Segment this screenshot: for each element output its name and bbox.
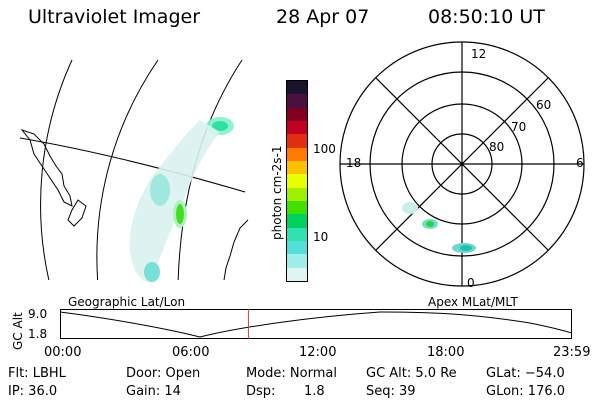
colorbar-tick-100: 100 (313, 142, 336, 156)
status-glat: GLat: −54.0 (486, 366, 565, 381)
colorbar-stripe (287, 214, 307, 228)
colorbar (286, 80, 308, 282)
mlt-label-6: 6 (576, 156, 584, 170)
timeline-y-tick-high: 9.0 (28, 307, 48, 321)
x-tick-0600: 06:00 (172, 345, 210, 360)
colorbar-stripe (287, 200, 307, 215)
mlat-label-70: 70 (511, 120, 527, 134)
mlt-label-0: 0 (467, 276, 475, 290)
mlt-label-18: 18 (346, 156, 362, 170)
timeline-y-tick-low: 1.8 (28, 327, 48, 341)
altitude-timeline (59, 309, 573, 339)
app-title: Ultraviolet Imager (28, 6, 201, 28)
status-glon: GLon: 176.0 (486, 384, 566, 399)
meridian-line (40, 59, 73, 280)
aurora-emission (129, 117, 234, 282)
status-filter: Flt: LBHL (8, 366, 66, 381)
colorbar-stripe (287, 81, 307, 95)
status-seq: Seq: 39 (366, 384, 416, 399)
status-gc-alt: GC Alt: 5.0 Re (366, 366, 457, 381)
colorbar-stripe (287, 147, 307, 161)
x-tick-2359: 23:59 (553, 345, 591, 360)
status-mode: Mode: Normal (246, 366, 337, 381)
colorbar-stripe (287, 174, 307, 188)
colorbar-stripe (287, 227, 307, 241)
colorbar-stripe (287, 254, 307, 268)
coastline (67, 199, 87, 227)
status-gain: Gain: 14 (126, 384, 181, 399)
x-tick-0000: 00:00 (44, 345, 82, 360)
colorbar-stripe (287, 267, 307, 281)
mlat-label-60: 60 (536, 98, 552, 112)
coastline (20, 128, 73, 207)
time-label: 08:50:10 UT (428, 6, 545, 28)
polar-plot (339, 41, 585, 287)
geographic-map (20, 59, 249, 282)
colorbar-stripe (287, 120, 307, 135)
colorbar-stripe (287, 94, 307, 108)
colorbar-stripe (287, 134, 307, 148)
meridian-line (96, 59, 159, 280)
status-ip: IP: 36.0 (8, 384, 58, 399)
status-door: Door: Open (126, 366, 201, 381)
timeline-left-title: Geographic Lat/Lon (68, 295, 186, 309)
mlt-label-12: 12 (471, 47, 487, 61)
date-label: 28 Apr 07 (276, 6, 370, 28)
colorbar-unit-label: photon cm-2s-1 (270, 145, 284, 241)
timeline-right-title: Apex MLat/MLT (428, 295, 518, 309)
status-dsp-label: Dsp: (246, 384, 276, 399)
timeline-axis-label: GC Alt (11, 312, 25, 350)
colorbar-stripe (287, 160, 307, 175)
colorbar-stripe (287, 240, 307, 255)
latitude-line (20, 137, 246, 193)
coastline (223, 219, 249, 280)
status-dsp-value: 1.8 (304, 384, 325, 399)
x-tick-1200: 12:00 (299, 345, 337, 360)
polar-aurora (402, 202, 476, 253)
mlat-label-80: 80 (489, 140, 505, 154)
x-tick-1800: 18:00 (427, 345, 465, 360)
colorbar-tick-10: 10 (313, 230, 329, 244)
colorbar-stripe (287, 107, 307, 121)
altitude-curve (59, 311, 573, 338)
colorbar-stripe (287, 187, 307, 201)
